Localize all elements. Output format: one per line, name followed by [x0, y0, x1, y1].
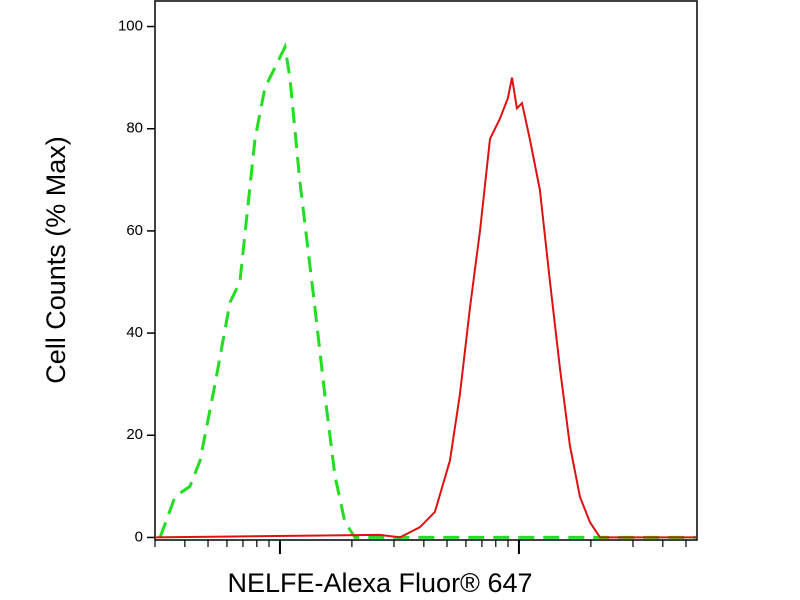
y-tick-label: 20 [126, 426, 143, 443]
y-tick-label: 0 [135, 528, 143, 545]
y-tick-label: 80 [126, 120, 143, 137]
x-axis-title: NELFE-Alexa Fluor® 647 [227, 568, 532, 598]
histogram-line [158, 42, 696, 539]
histogram-line [154, 77, 696, 539]
y-axis-title: Cell Counts (% Max) [41, 136, 71, 384]
y-tick-label: 100 [118, 18, 143, 35]
y-tick-label: 40 [126, 324, 143, 341]
y-tick-label: 60 [126, 222, 143, 239]
plot-frame [154, 0, 698, 541]
